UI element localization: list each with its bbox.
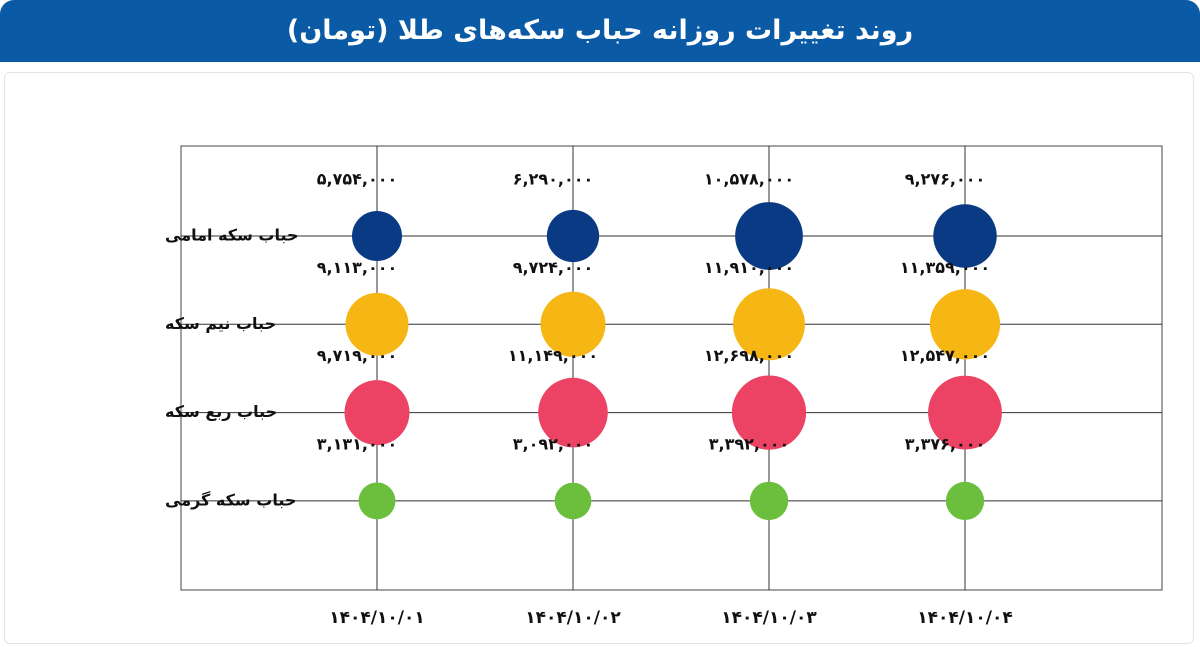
bubble — [358, 482, 396, 520]
bubble — [731, 375, 807, 450]
data-label: ۳,۰۹۲,۰۰۰ — [513, 434, 594, 453]
data-label: ۱۱,۱۴۹,۰۰۰ — [508, 346, 598, 365]
data-label: ۶,۲۹۰,۰۰۰ — [513, 170, 594, 189]
data-label: ۳,۱۳۱,۰۰۰ — [317, 434, 398, 453]
bubble — [928, 375, 1002, 450]
x-tick-label: ۱۴۰۴/۱۰/۰۱ — [329, 608, 424, 628]
chart-frame — [4, 72, 1194, 644]
data-label: ۱۲,۶۹۸,۰۰۰ — [704, 346, 794, 365]
y-tick-label: حباب سکه گرمی — [165, 490, 296, 509]
bubble — [344, 380, 410, 446]
data-label: ۱۱,۹۱۰,۰۰۰ — [704, 258, 794, 277]
x-tick-label: ۱۴۰۴/۱۰/۰۳ — [721, 608, 817, 628]
bubble — [735, 202, 803, 270]
bubble — [933, 204, 997, 268]
plot-border — [180, 145, 1163, 591]
x-tick-label: ۱۴۰۴/۱۰/۰۲ — [525, 608, 621, 628]
bubble — [554, 482, 592, 520]
data-label: ۳,۳۷۶,۰۰۰ — [905, 434, 986, 453]
y-tick-label: حباب نیم سکه — [165, 314, 276, 333]
bubble — [945, 481, 985, 521]
bubble — [352, 211, 402, 261]
bubble — [733, 288, 805, 361]
x-tick-label: ۱۴۰۴/۱۰/۰۴ — [917, 608, 1012, 628]
chart-title: روند تغییرات روزانه حباب سکه‌های طلا (تو… — [286, 15, 914, 46]
y-tick-label: حباب سکه امامی — [165, 226, 299, 245]
bubble — [540, 291, 606, 357]
data-label: ۱۲,۵۴۷,۰۰۰ — [900, 346, 990, 365]
data-label: ۹,۱۱۳,۰۰۰ — [317, 258, 398, 277]
data-label: ۹,۷۲۴,۰۰۰ — [513, 258, 594, 277]
bubble — [345, 292, 409, 356]
data-label: ۵,۷۵۴,۰۰۰ — [317, 170, 398, 189]
data-label: ۱۱,۳۵۹,۰۰۰ — [900, 258, 990, 277]
bubble — [546, 209, 600, 263]
y-tick-label: حباب ربع سکه — [165, 402, 277, 421]
data-label: ۳,۳۹۲,۰۰۰ — [709, 434, 790, 453]
data-label: ۱۰,۵۷۸,۰۰۰ — [704, 170, 794, 189]
data-label: ۹,۲۷۶,۰۰۰ — [905, 170, 986, 189]
bubble — [538, 377, 608, 448]
data-label: ۹,۷۱۹,۰۰۰ — [317, 346, 398, 365]
header-bar — [0, 0, 1200, 62]
bubble — [929, 289, 1001, 360]
bubble — [749, 481, 789, 521]
